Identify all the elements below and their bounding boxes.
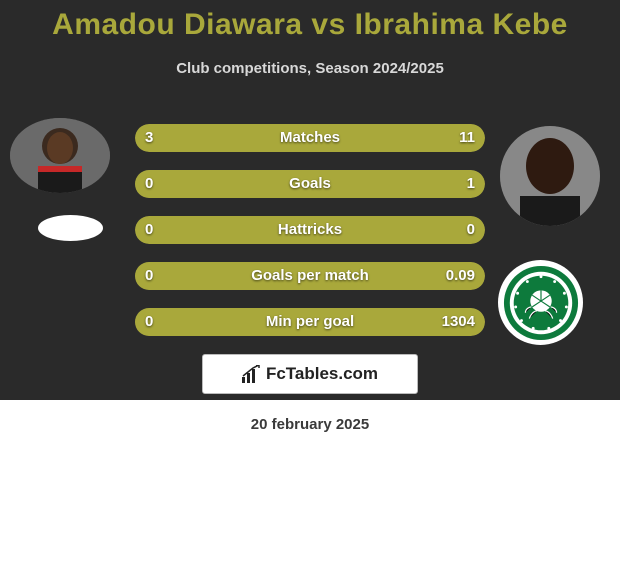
stat-value-left: 0 — [145, 170, 153, 198]
stat-value-left: 0 — [145, 308, 153, 336]
stat-value-left: 0 — [145, 216, 153, 244]
player1-avatar — [10, 118, 110, 193]
site-badge: FcTables.com — [202, 354, 418, 394]
stat-row: Min per goal0 1304 — [135, 308, 485, 336]
stat-row: Matches3 11 — [135, 124, 485, 152]
stat-value-right: 1304 — [442, 308, 475, 336]
stat-row: Goals per match0 0.09 — [135, 262, 485, 290]
player2-avatar — [500, 126, 600, 226]
stat-label: Hattricks — [135, 216, 485, 244]
stat-value-left: 0 — [145, 262, 153, 290]
player1-team-placeholder — [38, 215, 103, 241]
stat-value-right: 11 — [459, 124, 475, 152]
stat-value-right: 0.09 — [446, 262, 475, 290]
stat-label: Goals — [135, 170, 485, 198]
stat-row: Goals0 1 — [135, 170, 485, 198]
page-title: Amadou Diawara vs Ibrahima Kebe — [0, 8, 620, 42]
chart-icon — [242, 365, 262, 383]
player2-team-logo — [498, 260, 583, 345]
site-label: FcTables.com — [266, 364, 378, 384]
stat-row: Hattricks0 0 — [135, 216, 485, 244]
stat-label: Matches — [135, 124, 485, 152]
page-subtitle: Club competitions, Season 2024/2025 — [0, 60, 620, 77]
stat-label: Goals per match — [135, 262, 485, 290]
stat-label: Min per goal — [135, 308, 485, 336]
generated-date: 20 february 2025 — [0, 416, 620, 433]
stat-value-right: 1 — [467, 170, 475, 198]
comparison-bars: Matches311Goals01Hattricks00Goals per ma… — [135, 124, 485, 354]
stat-value-right: 0 — [467, 216, 475, 244]
stat-value-left: 3 — [145, 124, 153, 152]
